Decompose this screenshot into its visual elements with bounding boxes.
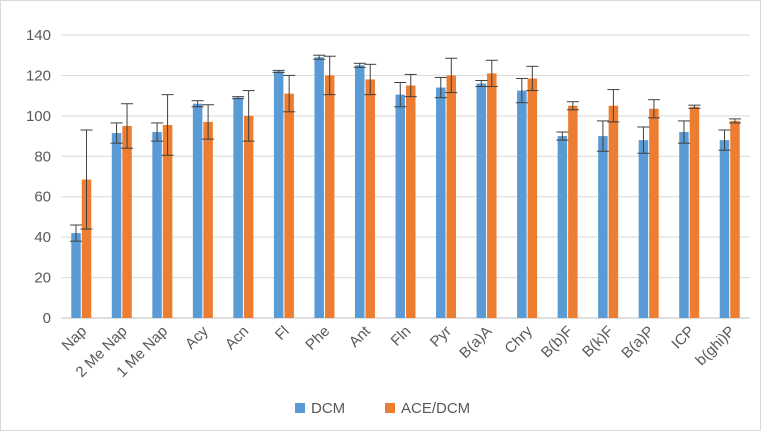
bar-ace-dcm: [608, 105, 619, 318]
bar-dcm: [719, 140, 730, 318]
bar-ace-dcm: [730, 120, 740, 319]
y-tick-label: 40: [34, 229, 51, 246]
y-tick-label: 140: [26, 27, 51, 44]
legend: DCM ACE/DCM: [295, 400, 470, 417]
y-tick-labels: 0 20 40 60 80 100 120 140: [26, 27, 51, 327]
bar-dcm: [71, 233, 81, 318]
bar-ace-dcm: [162, 124, 173, 318]
bars: [71, 57, 740, 319]
gridlines: [61, 34, 750, 319]
bar-ace-dcm: [243, 115, 254, 318]
bar-dcm: [436, 87, 446, 318]
bar-dcm: [679, 132, 689, 318]
bar-ace-dcm: [365, 79, 375, 318]
bar-ace-dcm: [446, 75, 457, 318]
legend-swatch-dcm: [295, 403, 305, 413]
legend-swatch-ace-dcm: [385, 403, 395, 413]
y-tick-label: 80: [34, 148, 51, 165]
bar-ace-dcm: [568, 105, 578, 318]
bar-ace-dcm: [487, 73, 497, 319]
legend-label-dcm: DCM: [311, 400, 345, 417]
bar-dcm: [354, 65, 365, 318]
y-tick-label: 0: [43, 310, 51, 327]
bar-dcm: [395, 94, 405, 318]
y-tick-label: 60: [34, 189, 51, 206]
bar-ace-dcm: [527, 78, 538, 318]
y-tick-label: 100: [26, 108, 51, 125]
bar-ace-dcm: [203, 121, 213, 319]
bar-dcm: [192, 103, 203, 318]
bar-dcm: [273, 71, 284, 318]
bar-dcm: [233, 97, 243, 319]
legend-label-ace-dcm: ACE/DCM: [401, 400, 470, 417]
bar-dcm: [476, 83, 487, 318]
y-tick-label: 20: [34, 270, 51, 287]
bar-ace-dcm: [649, 108, 659, 319]
bar-ace-dcm: [689, 106, 700, 318]
bar-dcm: [152, 132, 162, 318]
bar-dcm: [111, 133, 122, 318]
bar-dcm: [598, 136, 608, 318]
bar-ace-dcm: [81, 179, 92, 318]
bar-dcm: [314, 57, 324, 318]
bar-ace-dcm: [406, 85, 416, 319]
bar-ace-dcm: [122, 125, 132, 318]
y-tick-label: 120: [26, 67, 51, 84]
bar-dcm: [557, 136, 568, 318]
bar-dcm: [517, 90, 527, 318]
bar-ace-dcm: [324, 75, 335, 318]
bar-dcm: [638, 140, 649, 318]
bar-ace-dcm: [284, 93, 294, 318]
error-bars: [70, 54, 741, 242]
